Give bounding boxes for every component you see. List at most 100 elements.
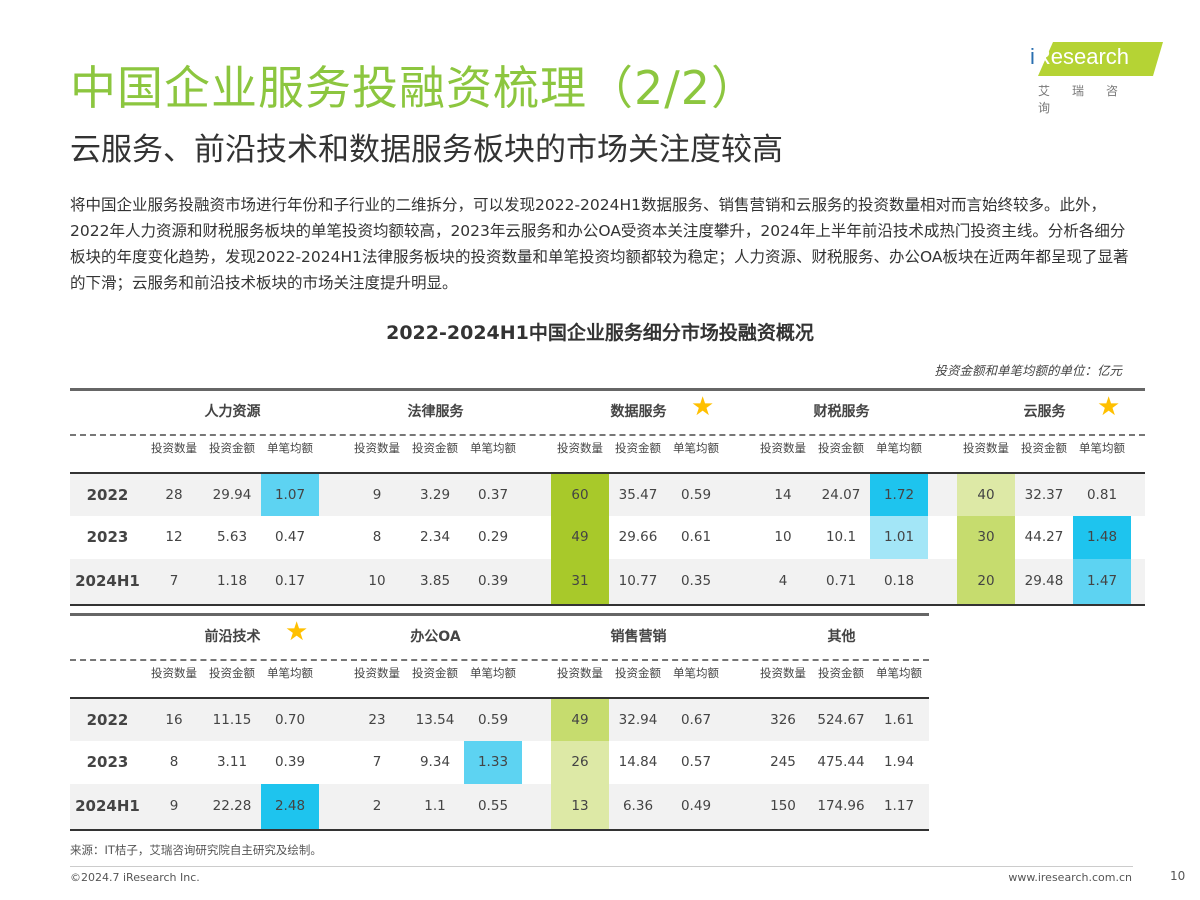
source-note: 来源：IT桔子，艾瑞咨询研究院自主研究及绘制。 xyxy=(70,843,322,857)
table-dashed-rule xyxy=(70,434,1145,436)
table-cell: 1.47 xyxy=(1073,559,1131,604)
iresearch-logo: iResearch 艾瑞咨询 xyxy=(1030,38,1165,115)
unit-note: 投资金额和单笔均额的单位：亿元 xyxy=(934,363,1122,378)
page-number: 10 xyxy=(1170,869,1186,883)
copyright: ©2024.7 iResearch Inc. xyxy=(70,871,200,884)
data-table: 2022 28 29.94 1.07 9 3.29 0.37 60 35.47 0.59 14 24.… xyxy=(70,388,1145,606)
column-header: 投资数量 xyxy=(151,441,197,455)
table-cell: 49 xyxy=(551,516,609,559)
table-cell: 1.33 xyxy=(464,741,522,784)
column-header: 单笔均额 xyxy=(1079,441,1125,455)
table-cell: 29.94 xyxy=(212,487,252,503)
table-cell: 0.17 xyxy=(274,573,306,589)
table-cell: 10 xyxy=(368,573,386,589)
table-cell: 9 xyxy=(169,798,179,814)
table-cell: 5.63 xyxy=(216,529,248,545)
table-cell: 7 xyxy=(372,754,382,770)
table-cell: 10.77 xyxy=(618,573,658,589)
column-header: 投资金额 xyxy=(615,666,661,680)
column-header: 投资金额 xyxy=(818,441,864,455)
table-cell: 2.34 xyxy=(419,529,451,545)
table-cell: 13 xyxy=(551,784,609,829)
column-header: 单笔均额 xyxy=(673,666,719,680)
table-cell: 4 xyxy=(778,573,788,589)
table-cell: 12 xyxy=(165,529,183,545)
sector-name: 财税服务 xyxy=(813,404,870,420)
column-header: 投资数量 xyxy=(760,441,806,455)
table-cell: 14.84 xyxy=(618,754,658,770)
table-cell: 174.96 xyxy=(817,798,865,814)
table-cell: 28 xyxy=(165,487,183,503)
column-header: 投资数量 xyxy=(760,666,806,680)
table-cell: 29.48 xyxy=(1024,573,1064,589)
column-header: 投资数量 xyxy=(151,666,197,680)
logo-wordmark: iResearch xyxy=(1030,44,1130,69)
table-cell: 0.39 xyxy=(477,573,509,589)
table-cell: 2.48 xyxy=(261,784,319,829)
star-icon: ★ xyxy=(691,392,715,422)
table-cell: 26 xyxy=(551,741,609,784)
row-year: 2024H1 xyxy=(75,572,140,590)
table-cell: 13.54 xyxy=(415,712,455,728)
table-cell: 0.71 xyxy=(825,573,857,589)
table-cell: 326 xyxy=(770,712,796,728)
website-url[interactable]: www.iresearch.com.cn xyxy=(1008,871,1132,884)
table-cell: 150 xyxy=(770,798,796,814)
sector-name: 销售营销 xyxy=(610,629,667,645)
table-cell: 0.29 xyxy=(477,529,509,545)
table-cell: 0.81 xyxy=(1086,487,1118,503)
column-header: 投资金额 xyxy=(1021,441,1067,455)
table-cell: 3.29 xyxy=(419,487,451,503)
column-header: 单笔均额 xyxy=(876,666,922,680)
logo-cn: 艾瑞咨询 xyxy=(1038,84,1141,115)
table-cell: 40 xyxy=(957,474,1015,516)
column-header: 投资数量 xyxy=(557,441,603,455)
table-cell: 7 xyxy=(169,573,179,589)
star-icon: ★ xyxy=(1097,392,1121,422)
column-header: 投资金额 xyxy=(615,441,661,455)
table-cell: 1.18 xyxy=(216,573,248,589)
table-cell: 6.36 xyxy=(622,798,654,814)
table-cell: 35.47 xyxy=(618,487,658,503)
table-bottom-rule xyxy=(70,829,929,831)
sector-name: 云服务 xyxy=(1023,404,1066,420)
table-cell: 30 xyxy=(957,516,1015,559)
row-year: 2023 xyxy=(86,528,129,546)
table-cell: 16 xyxy=(165,712,183,728)
table-cell: 1.72 xyxy=(870,474,928,516)
table-cell: 20 xyxy=(957,559,1015,604)
table-cell: 3.11 xyxy=(216,754,248,770)
table-row-bg xyxy=(70,699,929,741)
table-cell: 11.15 xyxy=(212,712,252,728)
row-year: 2022 xyxy=(86,486,129,504)
column-header: 投资数量 xyxy=(557,666,603,680)
column-header: 投资金额 xyxy=(412,441,458,455)
sector-name: 其他 xyxy=(827,629,856,645)
table-top-rule xyxy=(70,388,1145,391)
column-header: 投资数量 xyxy=(963,441,1009,455)
column-header: 单笔均额 xyxy=(267,441,313,455)
table-cell: 1.01 xyxy=(870,516,928,559)
table-bottom-rule xyxy=(70,604,1145,606)
column-header: 投资金额 xyxy=(412,666,458,680)
sector-name: 数据服务 xyxy=(610,404,667,420)
table-cell: 8 xyxy=(169,754,179,770)
table-cell: 23 xyxy=(368,712,386,728)
table-cell: 1.94 xyxy=(883,754,915,770)
column-header: 投资金额 xyxy=(209,441,255,455)
table-cell: 10.1 xyxy=(825,529,857,545)
table-cell: 0.59 xyxy=(477,712,509,728)
table-row-bg xyxy=(70,784,929,829)
sector-name: 人力资源 xyxy=(204,404,261,420)
chart-title: 2022-2024H1中国企业服务细分市场投融资概况 xyxy=(386,322,814,344)
table-cell: 14 xyxy=(774,487,792,503)
table-top-rule xyxy=(70,613,929,616)
table-cell: 31 xyxy=(551,559,609,604)
column-header: 投资数量 xyxy=(354,441,400,455)
table-cell: 24.07 xyxy=(821,487,861,503)
table-cell: 524.67 xyxy=(817,712,865,728)
table-cell: 1.61 xyxy=(883,712,915,728)
sector-name: 办公OA xyxy=(410,629,461,645)
summary-paragraph: 将中国企业服务投融资市场进行年份和子行业的二维拆分，可以发现2022-2024H… xyxy=(70,196,1129,292)
table-cell: 1.07 xyxy=(261,474,319,516)
